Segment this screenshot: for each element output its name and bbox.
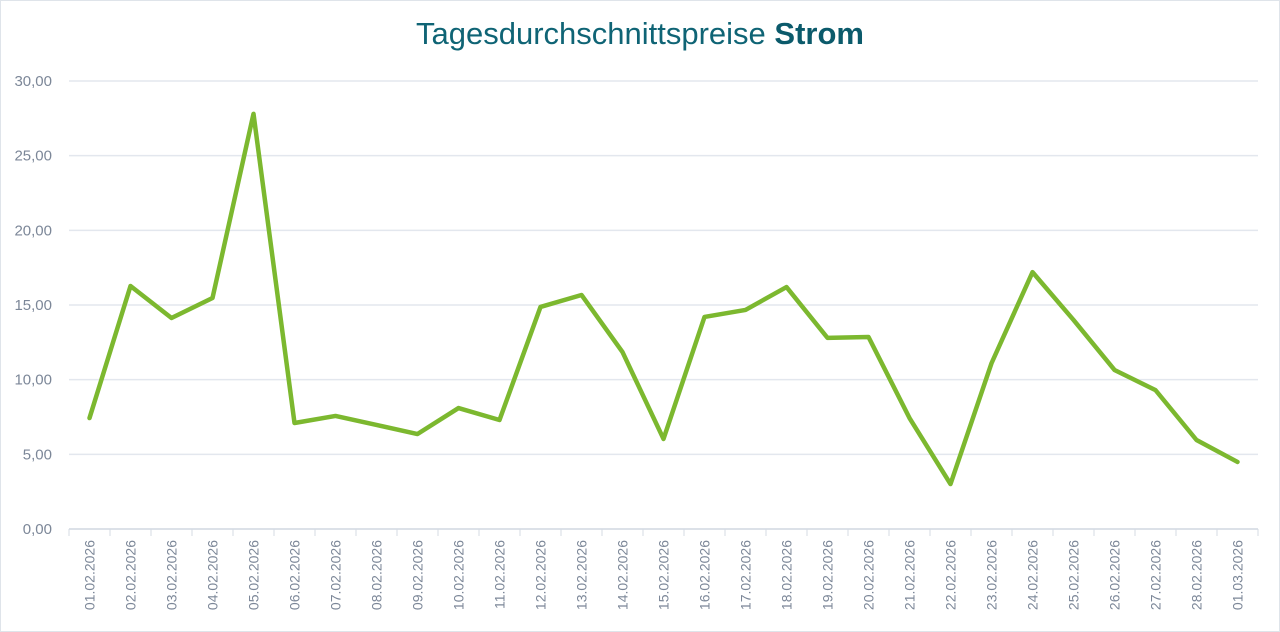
y-tick-label: 15,00 [14,297,52,314]
y-tick-label: 30,00 [14,73,52,90]
x-tick-label: 28.02.2026 [1189,540,1205,610]
x-tick-label: 27.02.2026 [1148,540,1164,610]
x-tick-label: 24.02.2026 [1025,540,1041,610]
x-tick-label: 23.02.2026 [984,540,1000,610]
x-tick-label: 15.02.2026 [656,540,672,610]
x-tick-label: 19.02.2026 [820,540,836,610]
x-tick-label: 20.02.2026 [861,540,877,610]
x-tick-label: 03.02.2026 [164,540,180,610]
x-tick-label: 21.02.2026 [902,540,918,610]
x-tick-label: 02.02.2026 [123,540,139,610]
series-line [87,111,1240,487]
x-tick-label: 08.02.2026 [369,540,385,610]
chart-title: Tagesdurchschnittspreise Strom [0,16,1280,52]
x-tick-label: 26.02.2026 [1107,540,1123,610]
y-tick-label: 25,00 [14,148,52,165]
title-text: Tagesdurchschnittspreise [416,16,766,51]
x-tick-label: 05.02.2026 [246,540,262,610]
x-tick-label: 17.02.2026 [738,540,754,610]
x-tick-label: 10.02.2026 [451,540,467,610]
x-tick-label: 16.02.2026 [697,540,713,610]
x-tick-label: 18.02.2026 [779,540,795,610]
y-tick-label: 5,00 [23,446,52,463]
y-tick-label: 0,00 [23,521,52,538]
x-tick-label: 04.02.2026 [205,540,221,610]
x-tick-label: 01.02.2026 [82,540,98,610]
x-tick-label: 22.02.2026 [943,540,959,610]
y-tick-label: 10,00 [14,372,52,389]
x-tick-label: 13.02.2026 [574,540,590,610]
title-bold-text: Strom [774,16,864,51]
x-tick-label: 09.02.2026 [410,540,426,610]
x-tick-label: 12.02.2026 [533,540,549,610]
y-tick-label: 20,00 [14,222,52,239]
x-tick-label: 06.02.2026 [287,540,303,610]
x-tick-label: 25.02.2026 [1066,540,1082,610]
x-tick-label: 11.02.2026 [492,540,508,609]
x-tick-label: 07.02.2026 [328,540,344,610]
x-tick-label: 14.02.2026 [615,540,631,610]
x-tick-label: 01.03.2026 [1230,540,1246,610]
